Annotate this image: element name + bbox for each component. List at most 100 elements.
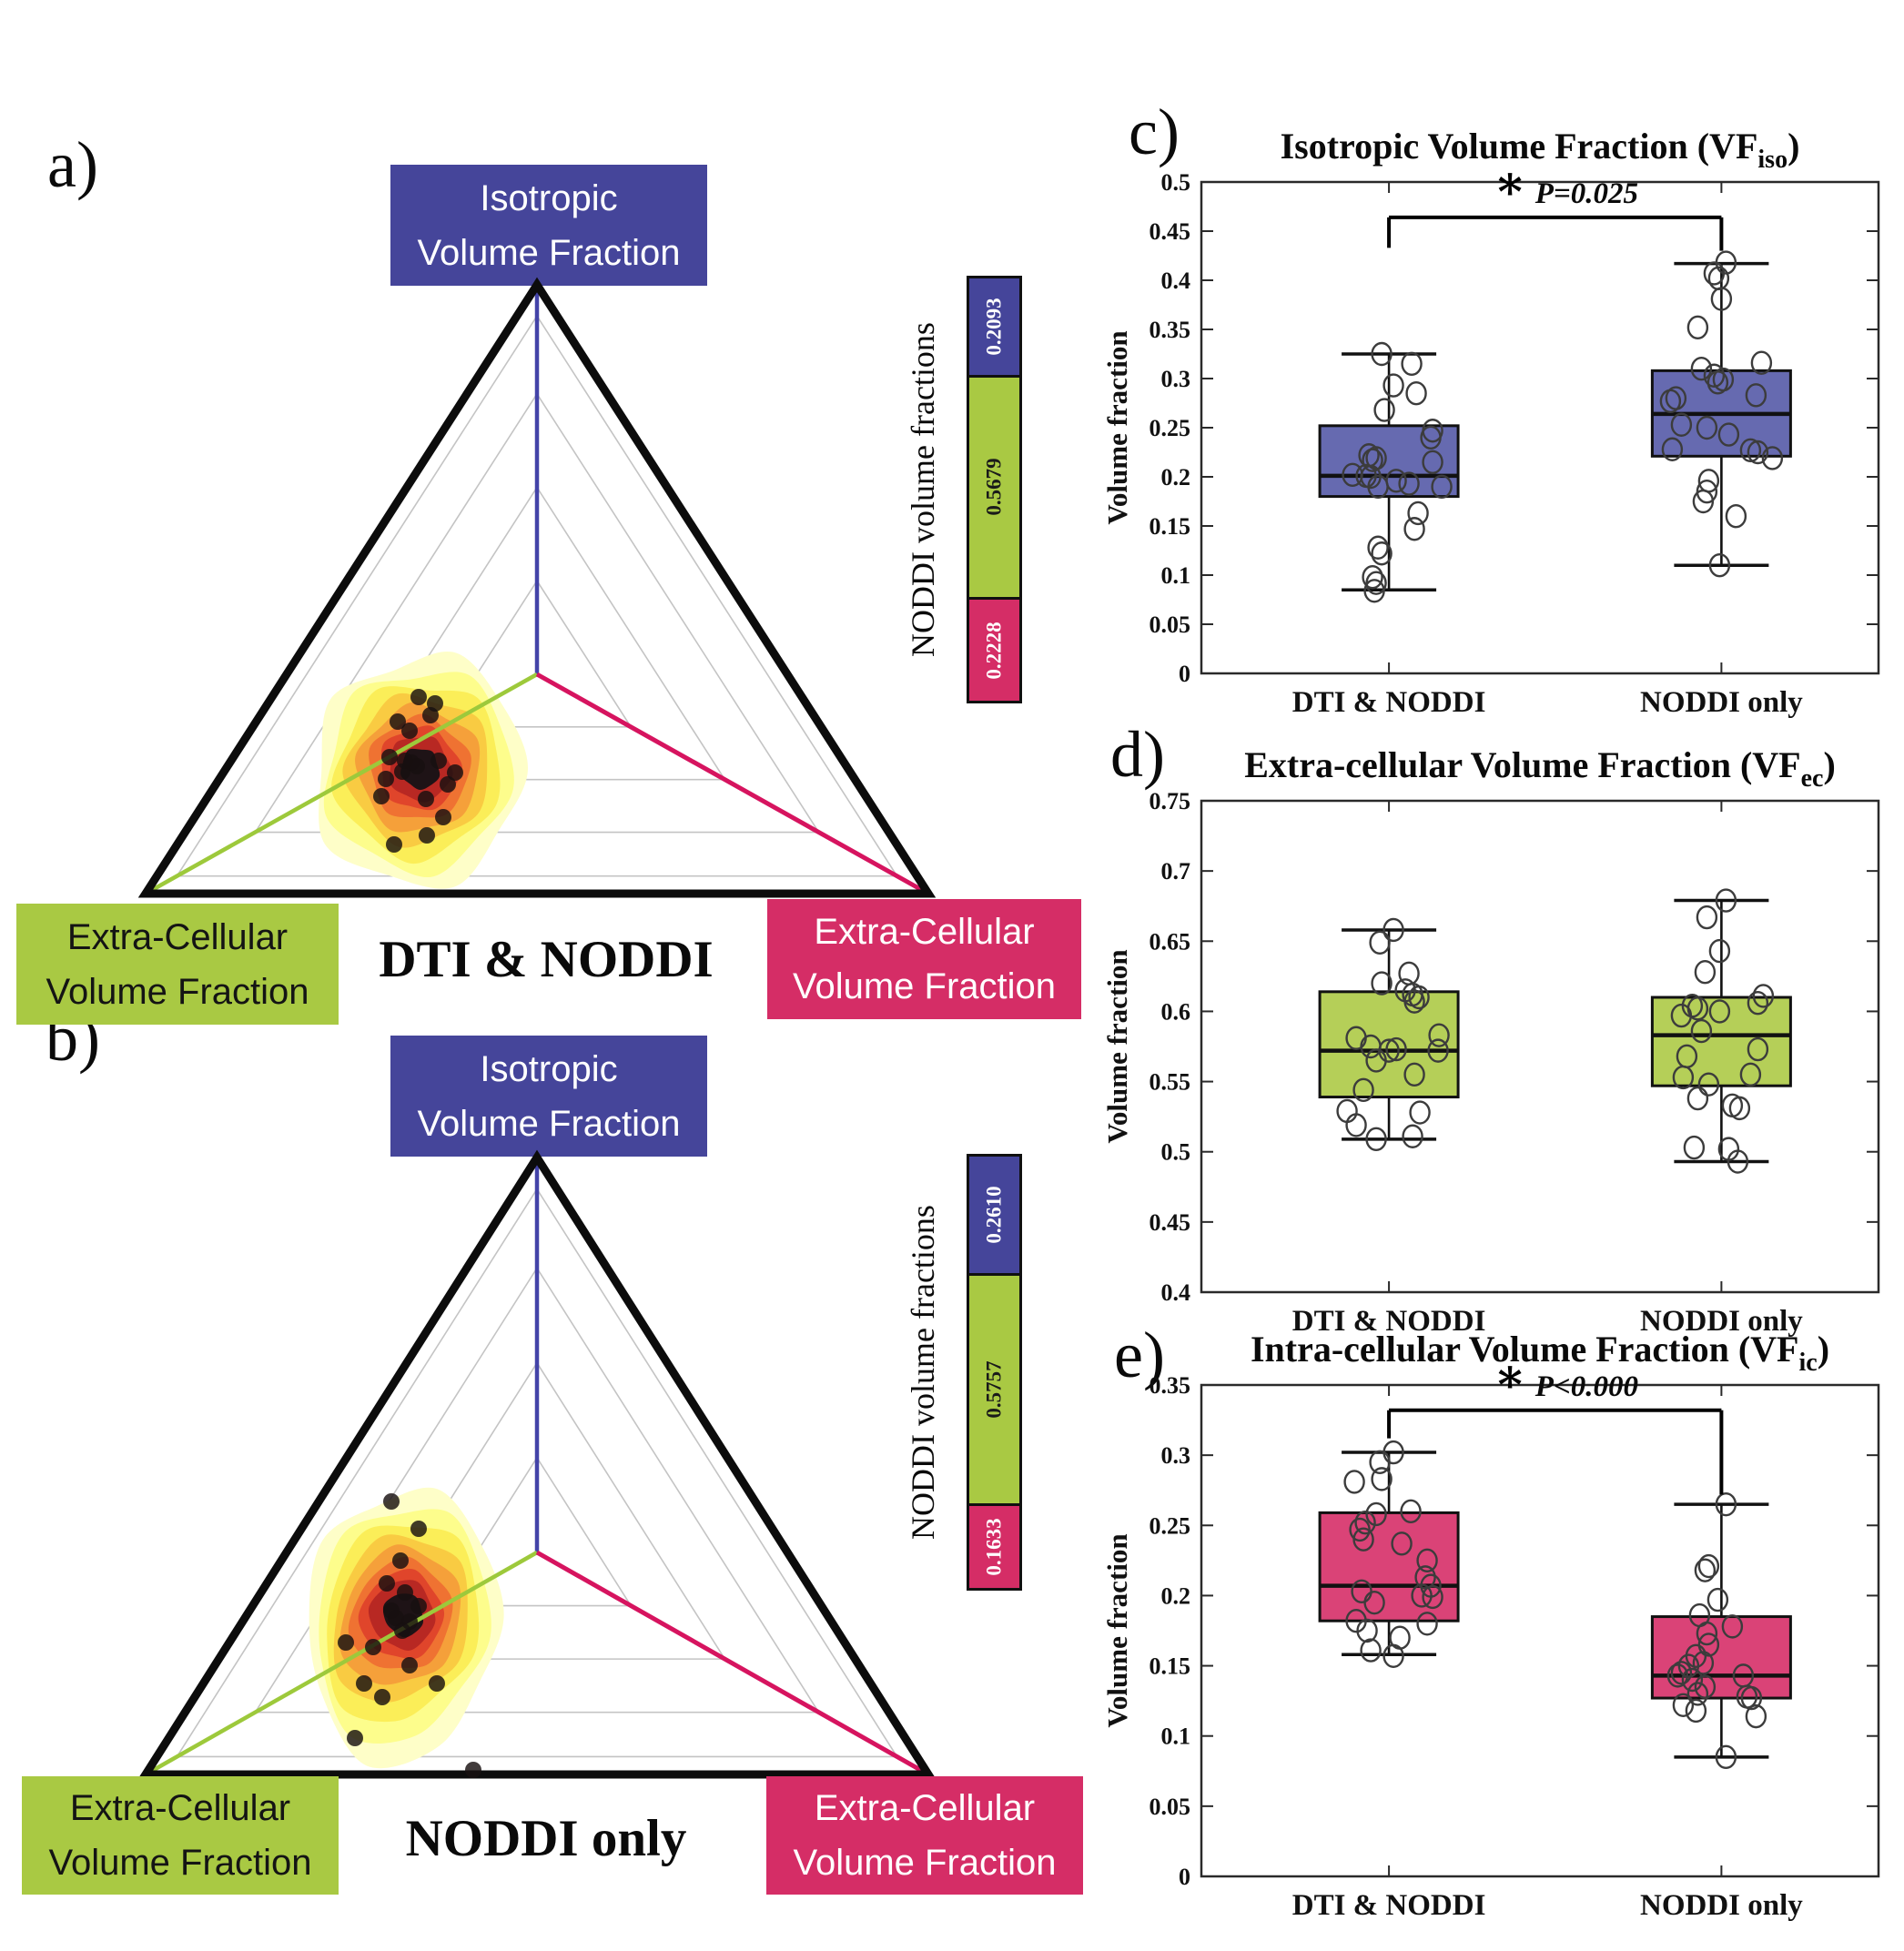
data-point: [1694, 1558, 1717, 1582]
label-line: Volume Fraction: [792, 966, 1057, 1006]
subject-dot: [338, 1634, 354, 1651]
label-line: Extra-Cellular: [66, 916, 289, 957]
data-point: [1696, 905, 1718, 930]
y-axis-label: Volume fraction: [1103, 330, 1133, 524]
data-point: [1666, 1663, 1689, 1688]
data-point: [1747, 1036, 1769, 1062]
data-point: [1725, 504, 1747, 529]
subject-dot: [410, 689, 427, 705]
label-line: Volume Fraction: [793, 1843, 1057, 1883]
label-line: Isotropic: [480, 177, 618, 218]
significance-p-value: P<0.000: [1534, 1370, 1638, 1403]
data-point: [1747, 440, 1769, 465]
category-label: DTI & NODDI: [1292, 1305, 1486, 1338]
subject-dot: [410, 1598, 427, 1614]
subject-dot: [401, 723, 418, 739]
y-tick-label: 0.1: [1161, 562, 1191, 589]
label-line: Volume Fraction: [46, 971, 309, 1012]
ternary-b-bar-axis-label: NODDI volume fractions: [905, 1205, 941, 1540]
y-tick-label: 0.05: [1149, 1794, 1191, 1820]
ternary-b-left-axis-label: Extra-Cellular Volume Fraction: [22, 1776, 339, 1895]
y-tick-label: 0.35: [1149, 1372, 1191, 1399]
data-point: [1369, 930, 1391, 955]
label-line: Extra-Cellular: [69, 1788, 291, 1828]
triangle-outline: [137, 277, 937, 898]
bar-segment-bottom_left: 0.5679: [967, 377, 1022, 601]
data-point: [1670, 1003, 1693, 1028]
panel-letter-e: e): [1114, 1319, 1165, 1391]
y-tick-label: 0.5: [1161, 169, 1191, 196]
y-tick-label: 0.25: [1149, 1512, 1191, 1539]
bar-segment-value: 0.5757: [982, 1360, 1006, 1419]
y-tick-label: 0.35: [1149, 317, 1191, 343]
data-point: [1420, 425, 1442, 450]
iqr-box: [1318, 424, 1460, 499]
ternary-b-title: NODDI only: [405, 1810, 687, 1867]
data-point: [1727, 1149, 1749, 1174]
y-tick-label: 0.4: [1161, 268, 1191, 294]
y-tick-label: 0.2: [1161, 464, 1191, 490]
subject-dot: [356, 1675, 372, 1692]
data-point: [1371, 341, 1393, 367]
data-point: [1710, 287, 1733, 311]
subject-dot: [379, 1575, 395, 1592]
ternary-a-left-axis-label: Extra-Cellular Volume Fraction: [16, 904, 339, 1025]
subject-dot: [378, 771, 394, 787]
data-point: [1750, 350, 1773, 375]
data-point: [1422, 1584, 1443, 1610]
y-tick-label: 0.7: [1161, 858, 1191, 885]
label-line: Volume Fraction: [417, 232, 681, 273]
data-point: [1707, 370, 1729, 395]
chart-title: Extra-cellular Volume Fraction (VFec): [1244, 744, 1836, 793]
data-point: [1672, 1065, 1695, 1090]
data-point: [1752, 984, 1775, 1008]
subject-dot: [383, 1493, 400, 1510]
data-point: [1398, 471, 1420, 496]
subject-dot: [435, 809, 451, 825]
category-label: DTI & NODDI: [1292, 1889, 1486, 1922]
data-point: [1422, 450, 1443, 474]
data-point: [1402, 1124, 1423, 1148]
noddi-fraction-bar-b: 0.2610 0.5757 0.1633: [967, 1154, 1022, 1591]
left-axis-line: [144, 672, 539, 895]
iqr-box: [1650, 1615, 1792, 1700]
data-point: [1686, 1682, 1709, 1706]
data-point: [1686, 315, 1709, 340]
category-label: NODDI only: [1640, 686, 1803, 719]
subject-dot: [447, 764, 463, 781]
label-line: Isotropic: [480, 1048, 618, 1089]
data-point: [1747, 990, 1769, 1016]
data-point: [1670, 1661, 1693, 1685]
ternary-plot-noddi-only: [137, 1149, 937, 1779]
right-axis-line: [535, 1550, 930, 1777]
y-axis-label: Volume fraction: [1103, 949, 1133, 1143]
bar-segment-value: 0.2228: [982, 622, 1006, 680]
significance-star: *: [1498, 165, 1523, 220]
grid-triangle: [175, 314, 899, 877]
noddi-fraction-bar-a: 0.2093 0.5679 0.2228: [967, 276, 1022, 703]
data-point: [1672, 1693, 1695, 1717]
bar-segment-value: 0.2093: [982, 298, 1006, 356]
data-point: [1697, 1072, 1720, 1097]
subject-dot: [373, 788, 390, 804]
subject-dot: [418, 791, 434, 807]
subject-dot: [374, 1689, 390, 1705]
plot-frame: [1200, 1383, 1880, 1878]
data-point: [1360, 1638, 1382, 1663]
data-point: [1683, 1135, 1706, 1160]
data-point: [1405, 381, 1427, 406]
data-point: [1382, 917, 1404, 943]
y-tick-label: 0.3: [1161, 366, 1191, 392]
data-point: [1670, 412, 1693, 437]
panel-letter-d: d): [1110, 718, 1165, 791]
data-point: [1391, 1531, 1413, 1556]
bar-segment-bottom_right: 0.2228: [967, 600, 1022, 703]
category-label: NODDI only: [1640, 1305, 1803, 1338]
data-point: [1708, 553, 1731, 578]
category-label: NODDI only: [1640, 1889, 1803, 1922]
subject-dot: [388, 1610, 404, 1626]
data-point: [1694, 1674, 1717, 1699]
subject-dot: [430, 753, 447, 769]
data-point: [1369, 1450, 1391, 1475]
data-point: [1365, 1501, 1387, 1527]
